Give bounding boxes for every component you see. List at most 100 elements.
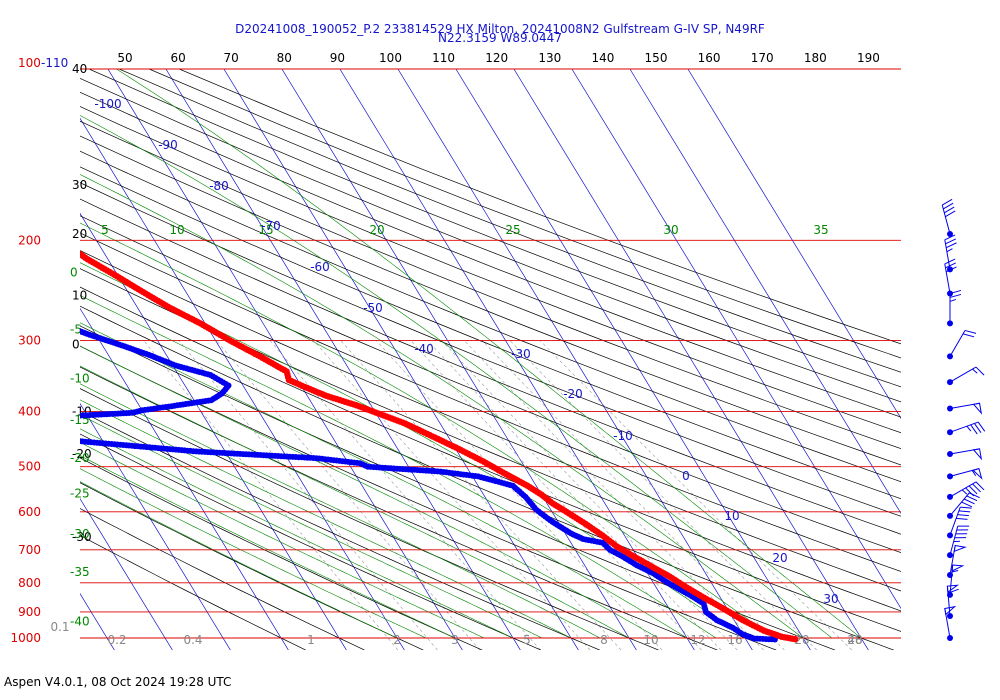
dewpoint-point [60,413,66,419]
dewpoint-point [9,306,15,312]
wind-barb-feather [963,498,975,505]
dry-adiabat-line [80,150,901,483]
dewpoint-point [74,438,80,444]
dewpoint-point [71,438,77,444]
chart-title: D20241008_190052_P.2 233814529 HX Milton… [235,22,765,36]
top-scale-label: 70 [224,51,239,65]
moist-adiabat-label: -35 [70,565,90,579]
isotherm-line [165,69,521,650]
mixing-ratio-line [143,340,399,650]
dewpoint-point [63,413,69,419]
moist-adiabat-line [80,399,572,639]
wind-barb-feather [964,329,977,334]
dewpoint-point [6,305,12,311]
mixing-ratio-label: 1 [307,633,315,647]
moist-adiabat-line [80,174,804,639]
moist-adiabat-line [80,441,485,639]
temperature-point [53,235,59,241]
dewpoint-point [56,437,62,443]
mixing-ratio-label: 28 [847,633,862,647]
top-scale-label: 170 [751,51,774,65]
top-scale-label: 80 [277,51,292,65]
isotherm-line [80,402,231,650]
moist-adiabat-line [116,69,862,639]
isotherm-label: -10 [613,429,633,443]
moist-adiabat-line [80,115,833,639]
pressure-tick-label: 700 [18,543,41,557]
isotherm-label: -100 [94,97,121,111]
isotherm-label: -60 [310,260,330,274]
dry-adiabat-line [118,69,901,373]
wind-barbs [941,198,986,641]
dewpoint-point [16,308,22,314]
dewpoint-point [12,434,18,440]
isotherm-line [687,69,901,419]
wind-barb-staff [949,481,977,498]
isotherm-line [629,69,901,515]
moist-adiabat-top-label: 35 [813,223,828,237]
isotherm-line [339,69,695,650]
pressure-tick-label: 800 [18,576,41,590]
dewpoint-point [61,322,67,328]
wind-barb-staff [949,421,979,433]
mixing-ratio-line [376,340,663,650]
temperature-point [44,228,50,234]
moist-adiabat-line [80,383,601,639]
isotherm-label: -50 [363,301,383,315]
isotherm-label: -80 [209,179,229,193]
dewpoint-point [27,435,33,441]
wind-barb-staff [949,492,970,517]
wind-barb-staff [944,263,951,294]
wind-barb [947,525,970,559]
wind-barb-feather [941,198,953,206]
wind-barb-half-feather [949,298,957,302]
dewpoint-point [48,318,54,324]
pressure-tick-label: 900 [18,605,41,619]
isotherm-line [80,212,347,650]
dewpoint-point [56,320,62,326]
top-scale-label: 160 [698,51,721,65]
dry-adiabat-line [88,69,901,388]
wind-barb-feather [949,289,962,294]
wind-barb-feather [969,492,980,499]
isotherm-label: -20 [563,387,583,401]
dewpoint-point [42,414,48,420]
dewpoint-point [0,417,4,423]
mixing-ratio-label: 8 [600,633,608,647]
wind-barb-feather [970,424,978,435]
dry-adiabat-label: -20 [72,447,92,461]
dewpoint-point [64,323,70,329]
dewpoint-point [0,433,3,439]
moist-adiabat-label: -40 [70,614,90,628]
mixing-ratio-line [539,340,853,650]
mixing-ratio-line [441,340,738,650]
dewpoint-point [54,414,60,420]
dewpoint-point [3,433,9,439]
wind-barb [944,605,957,641]
isotherm-line [80,117,405,650]
mixing-ratio-label: 0.2 [107,633,126,647]
isotherm-line [455,69,811,650]
dry-adiabat-label: 30 [72,178,87,192]
wind-barb-feather [975,481,985,491]
temperature-point [40,225,46,231]
dry-adiabat-line [80,534,306,650]
dewpoint-point [80,412,84,419]
wind-barb-feather [944,234,956,241]
pressure-tick-label: 1000 [10,631,41,645]
wind-barb-half-feather [966,425,972,432]
dry-adiabat-line [80,120,901,449]
pressure-tick-label: 200 [18,233,41,247]
wind-barb [946,584,960,620]
temperature-point [791,636,799,643]
wind-barb-half-feather [946,248,953,253]
pressure-tick-label-alt: -110 [41,56,68,70]
dry-adiabat-line [80,410,600,650]
mixing-ratio-line [313,340,591,650]
wind-barb-pennant [951,564,965,572]
moist-adiabat-top-label: 5 [101,223,109,237]
wind-barb [947,289,962,327]
isotherm-line [513,69,869,650]
dewpoint-point [57,414,63,420]
